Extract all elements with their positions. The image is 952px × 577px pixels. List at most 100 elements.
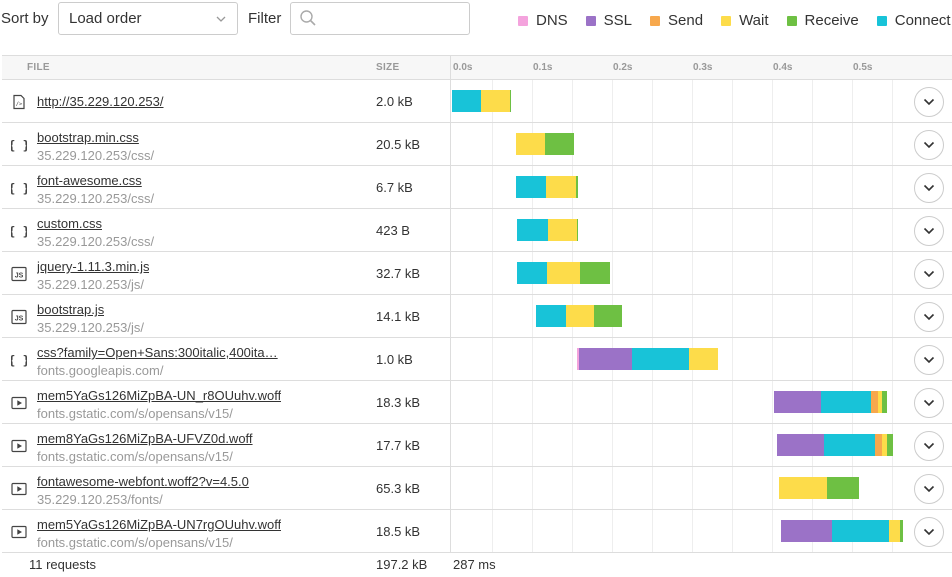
timeline-gridline [652, 80, 653, 553]
timing-segment-wait [516, 133, 545, 155]
timeline-gridline [772, 80, 773, 553]
legend-item-ssl: SSL [585, 12, 633, 29]
request-row[interactable]: mem5YaGs126MiZpBA-UN7rgOUuhv.woff fonts.g… [2, 510, 952, 553]
expand-row-button[interactable] [914, 173, 944, 203]
expand-row-button[interactable] [914, 259, 944, 289]
file-name-link[interactable]: bootstrap.min.css [37, 130, 139, 145]
timing-bar [516, 219, 578, 241]
file-name-link[interactable]: font-awesome.css [37, 173, 142, 188]
css-file-icon: { } [11, 225, 27, 239]
html-file-icon: /> [13, 94, 25, 110]
svg-text:{ }: { } [11, 225, 27, 239]
timing-segment-receive [509, 90, 511, 112]
chevron-down-icon [216, 16, 226, 22]
expand-row-button[interactable] [914, 431, 944, 461]
request-row[interactable]: { } bootstrap.min.css 35.229.120.253/css/2… [2, 123, 952, 166]
waterfall-table: FILE SIZE 0.0s 0.1s 0.2s 0.3s 0.4s 0.5s /> htt… [2, 55, 952, 577]
legend-swatch [721, 15, 732, 26]
file-size: 18.3 kB [376, 395, 421, 410]
timing-segment-connect [536, 305, 566, 327]
expand-row-button[interactable] [914, 474, 944, 504]
chevron-down-icon [923, 184, 935, 192]
timing-segment-connect [820, 391, 872, 413]
expand-row-button[interactable] [914, 302, 944, 332]
timeline-gridline [692, 80, 693, 553]
timing-bar [516, 262, 611, 284]
timing-segment-receive [579, 262, 611, 284]
svg-text:{ }: { } [11, 182, 27, 196]
sort-label: Sort by [1, 10, 49, 27]
timing-segment-wait [881, 434, 888, 456]
expand-row-button[interactable] [914, 388, 944, 418]
js-file-icon: JS [11, 266, 27, 282]
filter-input[interactable] [290, 2, 470, 35]
file-path: fonts.gstatic.com/s/opensans/v15/ [37, 535, 233, 550]
file-name-link[interactable]: mem5YaGs126MiZpBA-UN_r8OUuhv.woff [37, 388, 282, 403]
expand-row-button[interactable] [914, 517, 944, 547]
file-name-link[interactable]: mem5YaGs126MiZpBA-UN7rgOUuhv.woff [37, 517, 282, 532]
expand-row-button[interactable] [914, 87, 944, 117]
timing-segment-connect [452, 90, 481, 112]
timing-segment-connect [823, 434, 876, 456]
request-row[interactable]: { } font-awesome.css 35.229.120.253/css/6.… [2, 166, 952, 209]
file-name-link[interactable]: bootstrap.js [37, 302, 105, 317]
request-row[interactable]: { } custom.css 35.229.120.253/css/423 B [2, 209, 952, 252]
timing-segment-connect [516, 262, 548, 284]
file-name-link[interactable]: fontawesome-webfont.woff2?v=4.5.0 [37, 474, 249, 489]
timing-bar [776, 434, 893, 456]
chevron-down-icon [923, 313, 935, 321]
timeline-tick-label: 0.5s [853, 62, 873, 73]
expand-row-button[interactable] [914, 130, 944, 160]
legend-label: Send [668, 12, 704, 29]
file-size: 20.5 kB [376, 137, 421, 152]
timeline-tick-label: 0.2s [613, 62, 633, 73]
timing-segment-wait [546, 176, 576, 198]
media-file-icon [11, 396, 27, 410]
legend-label: DNS [536, 12, 568, 29]
media-file-icon [11, 439, 27, 453]
file-name-link[interactable]: css?family=Open+Sans:300italic,400ita… [37, 345, 278, 360]
timeline-tick-label: 0.0s [453, 62, 473, 73]
request-row[interactable]: mem5YaGs126MiZpBA-UN_r8OUuhv.woff fonts.g… [2, 381, 952, 424]
request-row[interactable]: JS jquery-1.11.3.min.js 35.229.120.253/js/… [2, 252, 952, 295]
legend-swatch [876, 15, 887, 26]
timing-segment-connect [516, 176, 547, 198]
file-name-link[interactable]: mem8YaGs126MiZpBA-UFVZ0d.woff [37, 431, 253, 446]
file-name-link[interactable]: jquery-1.11.3.min.js [37, 259, 150, 274]
request-row[interactable]: mem8YaGs126MiZpBA-UFVZ0d.woff fonts.gstat… [2, 424, 952, 467]
request-row[interactable]: JS bootstrap.js 35.229.120.253/js/14.1 kB [2, 295, 952, 338]
svg-text:JS: JS [15, 316, 24, 323]
expand-row-button[interactable] [914, 216, 944, 246]
request-row[interactable]: { } css?family=Open+Sans:300italic,400ita… [2, 338, 952, 381]
file-path: 35.229.120.253/css/ [37, 148, 155, 163]
timing-segment-wait [888, 520, 900, 542]
timing-bar [516, 176, 579, 198]
file-name-link[interactable]: custom.css [37, 216, 103, 231]
timing-segment-wait [877, 391, 883, 413]
file-size: 65.3 kB [376, 481, 421, 496]
timing-segment-ssl [773, 391, 821, 413]
file-name-link[interactable]: http://35.229.120.253/ [37, 94, 164, 109]
legend-item-receive: Receive [786, 12, 859, 29]
request-row[interactable]: fontawesome-webfont.woff2?v=4.5.0 35.229.… [2, 467, 952, 510]
svg-text:/>: /> [16, 102, 23, 108]
request-row[interactable]: /> http://35.229.120.253/2.0 kB [2, 80, 952, 123]
chevron-down-icon [923, 98, 935, 106]
file-path: 35.229.120.253/js/ [37, 277, 144, 292]
total-size: 197.2 kB [376, 557, 428, 572]
timing-segment-receive [575, 176, 579, 198]
legend-item-send: Send [650, 12, 703, 29]
timing-bar [452, 90, 511, 112]
expand-row-button[interactable] [914, 345, 944, 375]
sort-select-value: Load order [69, 10, 142, 27]
timing-segment-connect [631, 348, 689, 370]
file-size: 32.7 kB [376, 266, 421, 281]
request-count: 11 requests [29, 557, 96, 572]
chevron-down-icon [923, 485, 935, 493]
chevron-down-icon [923, 528, 935, 536]
timing-bar [780, 520, 904, 542]
sort-select[interactable]: Load order [58, 2, 238, 35]
chevron-down-icon [923, 227, 935, 235]
timing-segment-wait [480, 90, 510, 112]
legend-label: SSL [603, 12, 633, 29]
